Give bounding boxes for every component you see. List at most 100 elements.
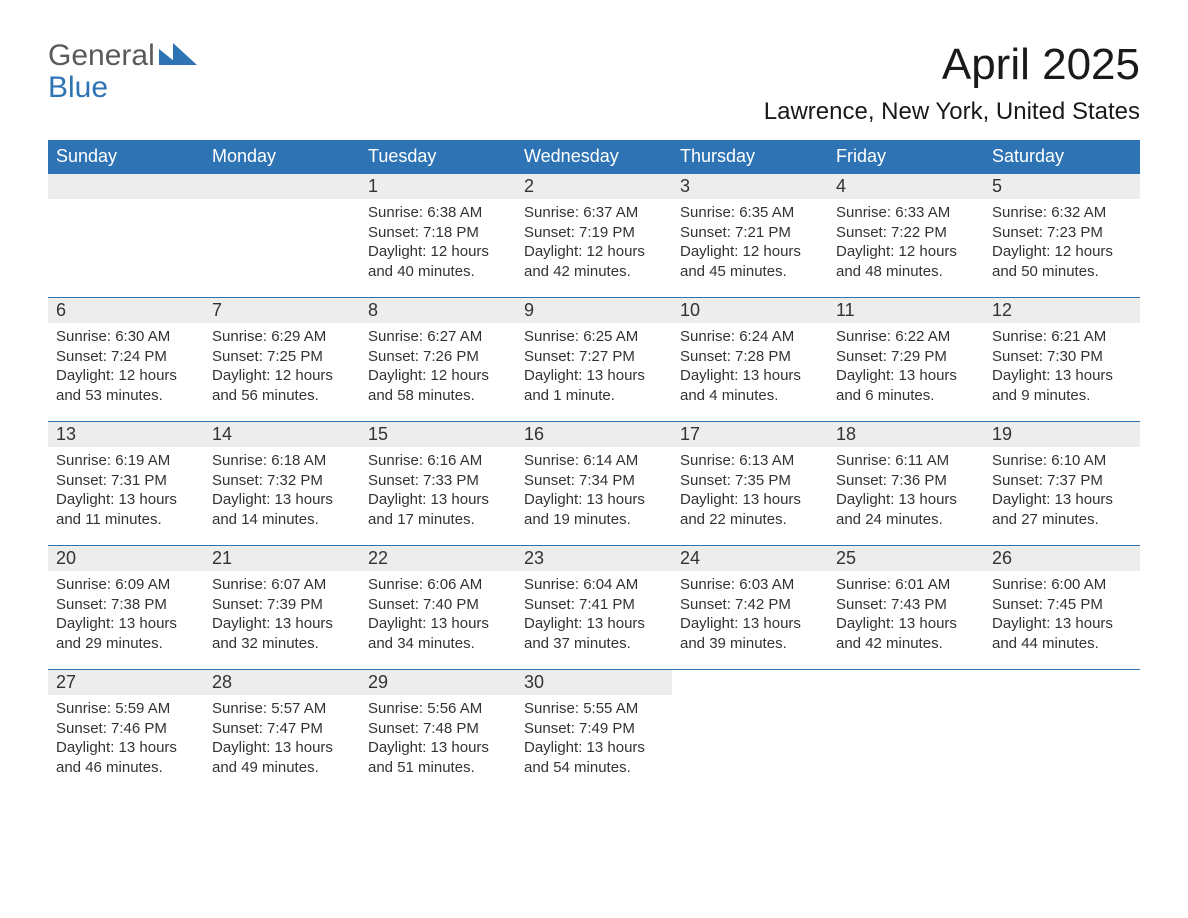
day-daylight1-line: Daylight: 13 hours bbox=[680, 614, 820, 634]
day-daylight1-line: Daylight: 13 hours bbox=[56, 738, 196, 758]
logo: General Blue bbox=[48, 40, 197, 103]
day-sunset-line: Sunset: 7:40 PM bbox=[368, 595, 508, 615]
day-header: Saturday bbox=[984, 140, 1140, 174]
day-daylight1-line: Daylight: 13 hours bbox=[992, 366, 1132, 386]
day-details: Sunrise: 6:11 AMSunset: 7:36 PMDaylight:… bbox=[828, 447, 984, 535]
day-daylight2-line: and 45 minutes. bbox=[680, 262, 820, 282]
day-sunrise-line: Sunrise: 6:38 AM bbox=[368, 203, 508, 223]
day-details: Sunrise: 6:19 AMSunset: 7:31 PMDaylight:… bbox=[48, 447, 204, 535]
day-daylight2-line: and 14 minutes. bbox=[212, 510, 352, 530]
day-daylight2-line: and 42 minutes. bbox=[524, 262, 664, 282]
calendar-day-cell bbox=[984, 670, 1140, 794]
day-details: Sunrise: 6:10 AMSunset: 7:37 PMDaylight:… bbox=[984, 447, 1140, 535]
day-details: Sunrise: 6:01 AMSunset: 7:43 PMDaylight:… bbox=[828, 571, 984, 659]
day-number: 18 bbox=[828, 422, 984, 447]
day-details: Sunrise: 6:04 AMSunset: 7:41 PMDaylight:… bbox=[516, 571, 672, 659]
day-daylight2-line: and 44 minutes. bbox=[992, 634, 1132, 654]
day-daylight2-line: and 6 minutes. bbox=[836, 386, 976, 406]
day-details: Sunrise: 6:32 AMSunset: 7:23 PMDaylight:… bbox=[984, 199, 1140, 287]
day-sunrise-line: Sunrise: 5:57 AM bbox=[212, 699, 352, 719]
day-daylight1-line: Daylight: 12 hours bbox=[212, 366, 352, 386]
day-number: 28 bbox=[204, 670, 360, 695]
calendar-day-cell: 9Sunrise: 6:25 AMSunset: 7:27 PMDaylight… bbox=[516, 298, 672, 422]
calendar-day-cell: 24Sunrise: 6:03 AMSunset: 7:42 PMDayligh… bbox=[672, 546, 828, 670]
day-daylight2-line: and 56 minutes. bbox=[212, 386, 352, 406]
day-sunset-line: Sunset: 7:42 PM bbox=[680, 595, 820, 615]
day-details: Sunrise: 6:14 AMSunset: 7:34 PMDaylight:… bbox=[516, 447, 672, 535]
day-daylight1-line: Daylight: 12 hours bbox=[524, 242, 664, 262]
month-title: April 2025 bbox=[764, 40, 1140, 90]
day-number: 21 bbox=[204, 546, 360, 571]
day-daylight1-line: Daylight: 13 hours bbox=[524, 366, 664, 386]
day-number: 5 bbox=[984, 174, 1140, 199]
day-daylight2-line: and 29 minutes. bbox=[56, 634, 196, 654]
day-number: 20 bbox=[48, 546, 204, 571]
calendar-day-cell: 15Sunrise: 6:16 AMSunset: 7:33 PMDayligh… bbox=[360, 422, 516, 546]
day-daylight1-line: Daylight: 13 hours bbox=[368, 490, 508, 510]
day-sunrise-line: Sunrise: 6:09 AM bbox=[56, 575, 196, 595]
calendar-table: SundayMondayTuesdayWednesdayThursdayFrid… bbox=[48, 140, 1140, 794]
day-sunrise-line: Sunrise: 6:13 AM bbox=[680, 451, 820, 471]
day-details: Sunrise: 6:25 AMSunset: 7:27 PMDaylight:… bbox=[516, 323, 672, 411]
day-daylight2-line: and 27 minutes. bbox=[992, 510, 1132, 530]
day-sunset-line: Sunset: 7:49 PM bbox=[524, 719, 664, 739]
day-number: 29 bbox=[360, 670, 516, 695]
calendar-day-cell: 8Sunrise: 6:27 AMSunset: 7:26 PMDaylight… bbox=[360, 298, 516, 422]
day-details: Sunrise: 6:35 AMSunset: 7:21 PMDaylight:… bbox=[672, 199, 828, 287]
day-daylight1-line: Daylight: 13 hours bbox=[836, 614, 976, 634]
calendar-day-cell: 16Sunrise: 6:14 AMSunset: 7:34 PMDayligh… bbox=[516, 422, 672, 546]
day-daylight1-line: Daylight: 13 hours bbox=[836, 366, 976, 386]
day-number: 24 bbox=[672, 546, 828, 571]
calendar-day-cell: 1Sunrise: 6:38 AMSunset: 7:18 PMDaylight… bbox=[360, 174, 516, 298]
day-daylight2-line: and 39 minutes. bbox=[680, 634, 820, 654]
day-number: 19 bbox=[984, 422, 1140, 447]
day-sunset-line: Sunset: 7:47 PM bbox=[212, 719, 352, 739]
day-number bbox=[828, 670, 984, 695]
calendar-day-cell: 23Sunrise: 6:04 AMSunset: 7:41 PMDayligh… bbox=[516, 546, 672, 670]
day-details: Sunrise: 6:13 AMSunset: 7:35 PMDaylight:… bbox=[672, 447, 828, 535]
day-details: Sunrise: 6:24 AMSunset: 7:28 PMDaylight:… bbox=[672, 323, 828, 411]
day-daylight1-line: Daylight: 13 hours bbox=[680, 490, 820, 510]
calendar-day-cell: 25Sunrise: 6:01 AMSunset: 7:43 PMDayligh… bbox=[828, 546, 984, 670]
calendar-day-cell: 2Sunrise: 6:37 AMSunset: 7:19 PMDaylight… bbox=[516, 174, 672, 298]
location-subtitle: Lawrence, New York, United States bbox=[764, 98, 1140, 126]
day-sunset-line: Sunset: 7:28 PM bbox=[680, 347, 820, 367]
day-sunrise-line: Sunrise: 6:21 AM bbox=[992, 327, 1132, 347]
calendar-day-cell: 26Sunrise: 6:00 AMSunset: 7:45 PMDayligh… bbox=[984, 546, 1140, 670]
day-details: Sunrise: 6:21 AMSunset: 7:30 PMDaylight:… bbox=[984, 323, 1140, 411]
day-sunset-line: Sunset: 7:23 PM bbox=[992, 223, 1132, 243]
day-daylight2-line: and 11 minutes. bbox=[56, 510, 196, 530]
day-details: Sunrise: 6:18 AMSunset: 7:32 PMDaylight:… bbox=[204, 447, 360, 535]
day-sunset-line: Sunset: 7:33 PM bbox=[368, 471, 508, 491]
day-sunset-line: Sunset: 7:36 PM bbox=[836, 471, 976, 491]
day-sunset-line: Sunset: 7:34 PM bbox=[524, 471, 664, 491]
day-number: 25 bbox=[828, 546, 984, 571]
calendar-day-cell bbox=[48, 174, 204, 298]
day-sunset-line: Sunset: 7:21 PM bbox=[680, 223, 820, 243]
page-header: General Blue April 2025 Lawrence, New Yo… bbox=[48, 40, 1140, 132]
day-header: Tuesday bbox=[360, 140, 516, 174]
day-header: Sunday bbox=[48, 140, 204, 174]
logo-sail-icon bbox=[159, 43, 197, 65]
day-daylight2-line: and 17 minutes. bbox=[368, 510, 508, 530]
day-header: Friday bbox=[828, 140, 984, 174]
day-number: 30 bbox=[516, 670, 672, 695]
calendar-day-cell: 27Sunrise: 5:59 AMSunset: 7:46 PMDayligh… bbox=[48, 670, 204, 794]
day-daylight1-line: Daylight: 13 hours bbox=[680, 366, 820, 386]
day-sunrise-line: Sunrise: 6:11 AM bbox=[836, 451, 976, 471]
calendar-week-row: 6Sunrise: 6:30 AMSunset: 7:24 PMDaylight… bbox=[48, 298, 1140, 422]
day-daylight1-line: Daylight: 13 hours bbox=[524, 490, 664, 510]
day-number: 6 bbox=[48, 298, 204, 323]
day-sunrise-line: Sunrise: 5:59 AM bbox=[56, 699, 196, 719]
day-number: 17 bbox=[672, 422, 828, 447]
day-sunrise-line: Sunrise: 6:10 AM bbox=[992, 451, 1132, 471]
day-daylight1-line: Daylight: 13 hours bbox=[368, 738, 508, 758]
day-sunset-line: Sunset: 7:41 PM bbox=[524, 595, 664, 615]
day-details: Sunrise: 6:29 AMSunset: 7:25 PMDaylight:… bbox=[204, 323, 360, 411]
calendar-day-cell: 30Sunrise: 5:55 AMSunset: 7:49 PMDayligh… bbox=[516, 670, 672, 794]
day-header: Thursday bbox=[672, 140, 828, 174]
day-sunrise-line: Sunrise: 6:16 AM bbox=[368, 451, 508, 471]
day-sunrise-line: Sunrise: 6:27 AM bbox=[368, 327, 508, 347]
day-number: 14 bbox=[204, 422, 360, 447]
day-sunrise-line: Sunrise: 5:56 AM bbox=[368, 699, 508, 719]
